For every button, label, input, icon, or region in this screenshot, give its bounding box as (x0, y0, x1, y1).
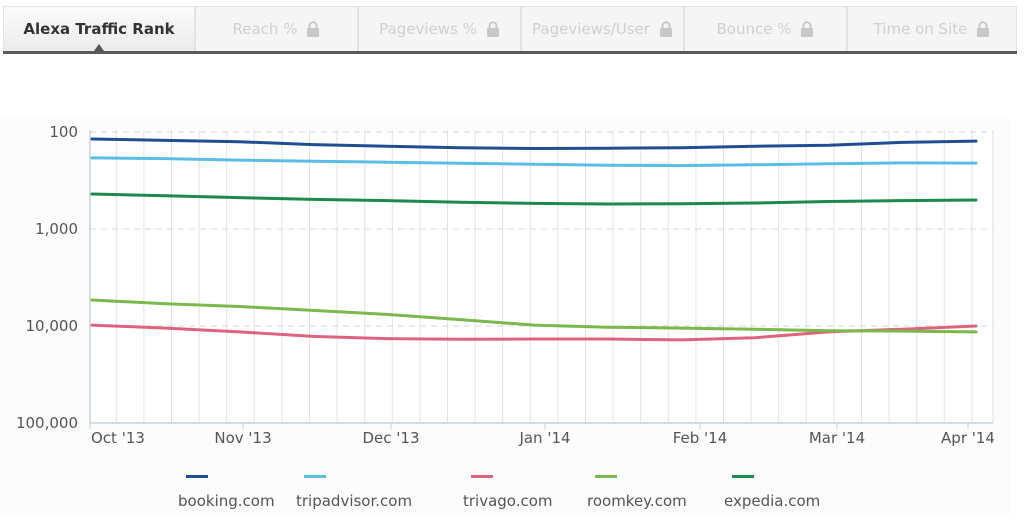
x-tick-label: Feb '14 (673, 429, 728, 447)
chart-plot: 100 1,000 10,000 100,000 Oct '13 Nov '13 Dec '… (16, 123, 995, 447)
tab-label: Pageviews/User (532, 20, 650, 38)
legend-label: tripadvisor.com (296, 492, 413, 510)
legend-label: roomkey.com (587, 492, 687, 510)
x-tick-label: Oct '13 (91, 429, 145, 447)
legend-swatch (471, 475, 493, 478)
x-tick-label: Jan '14 (518, 429, 570, 447)
legend-label: booking.com (178, 492, 275, 510)
x-tick-label: Mar '14 (809, 429, 865, 447)
legend-swatch (186, 475, 208, 478)
x-tick-label: Apr '14 (941, 429, 995, 447)
x-tick-label: Dec '13 (362, 429, 419, 447)
y-tick-label: 100 (49, 123, 78, 141)
lock-icon (800, 21, 814, 37)
y-tick-label: 10,000 (26, 317, 79, 335)
lock-icon (659, 21, 673, 37)
tab-label: Reach % (232, 20, 298, 38)
caret-up-icon (94, 44, 104, 51)
y-tick-label: 1,000 (35, 220, 78, 238)
y-tick-label: 100,000 (16, 414, 78, 432)
legend-label: trivago.com (463, 492, 553, 510)
series-line-booking (90, 137, 978, 150)
tab-label: Alexa Traffic Rank (23, 20, 175, 38)
tab-reach[interactable]: Reach % (195, 6, 358, 51)
tab-label: Time on Site (873, 20, 968, 38)
tab-label: Bounce % (716, 20, 792, 38)
chart-legend: booking.com tripadvisor.com trivago.com roo… (0, 470, 1024, 520)
metric-tabs: Alexa Traffic Rank Reach % Pageviews % Page… (3, 6, 1017, 52)
legend-item-roomkey[interactable]: roomkey.com (587, 470, 687, 510)
tab-underline (3, 51, 1017, 54)
legend-item-trivago[interactable]: trivago.com (463, 470, 553, 510)
legend-item-expedia[interactable]: expedia.com (724, 470, 820, 510)
lock-icon (306, 21, 320, 37)
tab-time-on-site[interactable]: Time on Site (847, 6, 1017, 51)
series-line-expedia (90, 192, 978, 206)
tab-pageviews[interactable]: Pageviews % (358, 6, 521, 51)
series-line-roomkey (90, 298, 978, 334)
legend-item-booking[interactable]: booking.com (178, 470, 275, 510)
traffic-rank-chart: 100 1,000 10,000 100,000 Oct '13 Nov '13 Dec '… (0, 117, 1010, 517)
x-tick-label: Nov '13 (214, 429, 271, 447)
tab-bounce[interactable]: Bounce % (684, 6, 847, 51)
plot-area (90, 130, 993, 423)
legend-item-tripadvisor[interactable]: tripadvisor.com (296, 470, 412, 510)
tab-label: Pageviews % (379, 20, 477, 38)
legend-swatch (595, 475, 617, 478)
series-line-tripadvisor (90, 156, 978, 168)
legend-swatch (732, 475, 754, 478)
tab-pageviews-user[interactable]: Pageviews/User (521, 6, 684, 51)
lock-icon (976, 21, 990, 37)
legend-swatch (304, 475, 326, 478)
legend-label: expedia.com (724, 492, 821, 510)
lock-icon (486, 21, 500, 37)
tab-alexa-traffic-rank[interactable]: Alexa Traffic Rank (3, 6, 195, 51)
